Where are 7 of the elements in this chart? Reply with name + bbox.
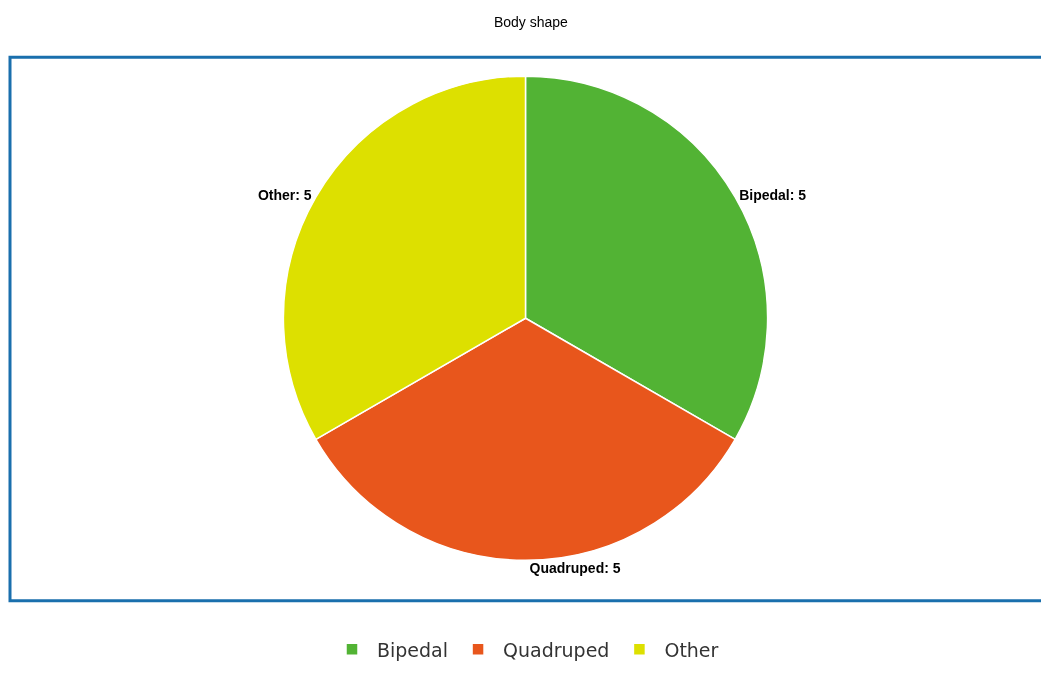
legend-label: Quadruped (503, 638, 610, 661)
data-label: Other: 5 (257, 187, 312, 204)
legend-label: Bipedal (377, 638, 449, 661)
data-label: Quadruped: 5 (529, 560, 621, 577)
chart-title: Body shape (493, 14, 569, 31)
data-label: Bipedal: 5 (739, 187, 807, 204)
legend-label: Other (664, 638, 719, 661)
